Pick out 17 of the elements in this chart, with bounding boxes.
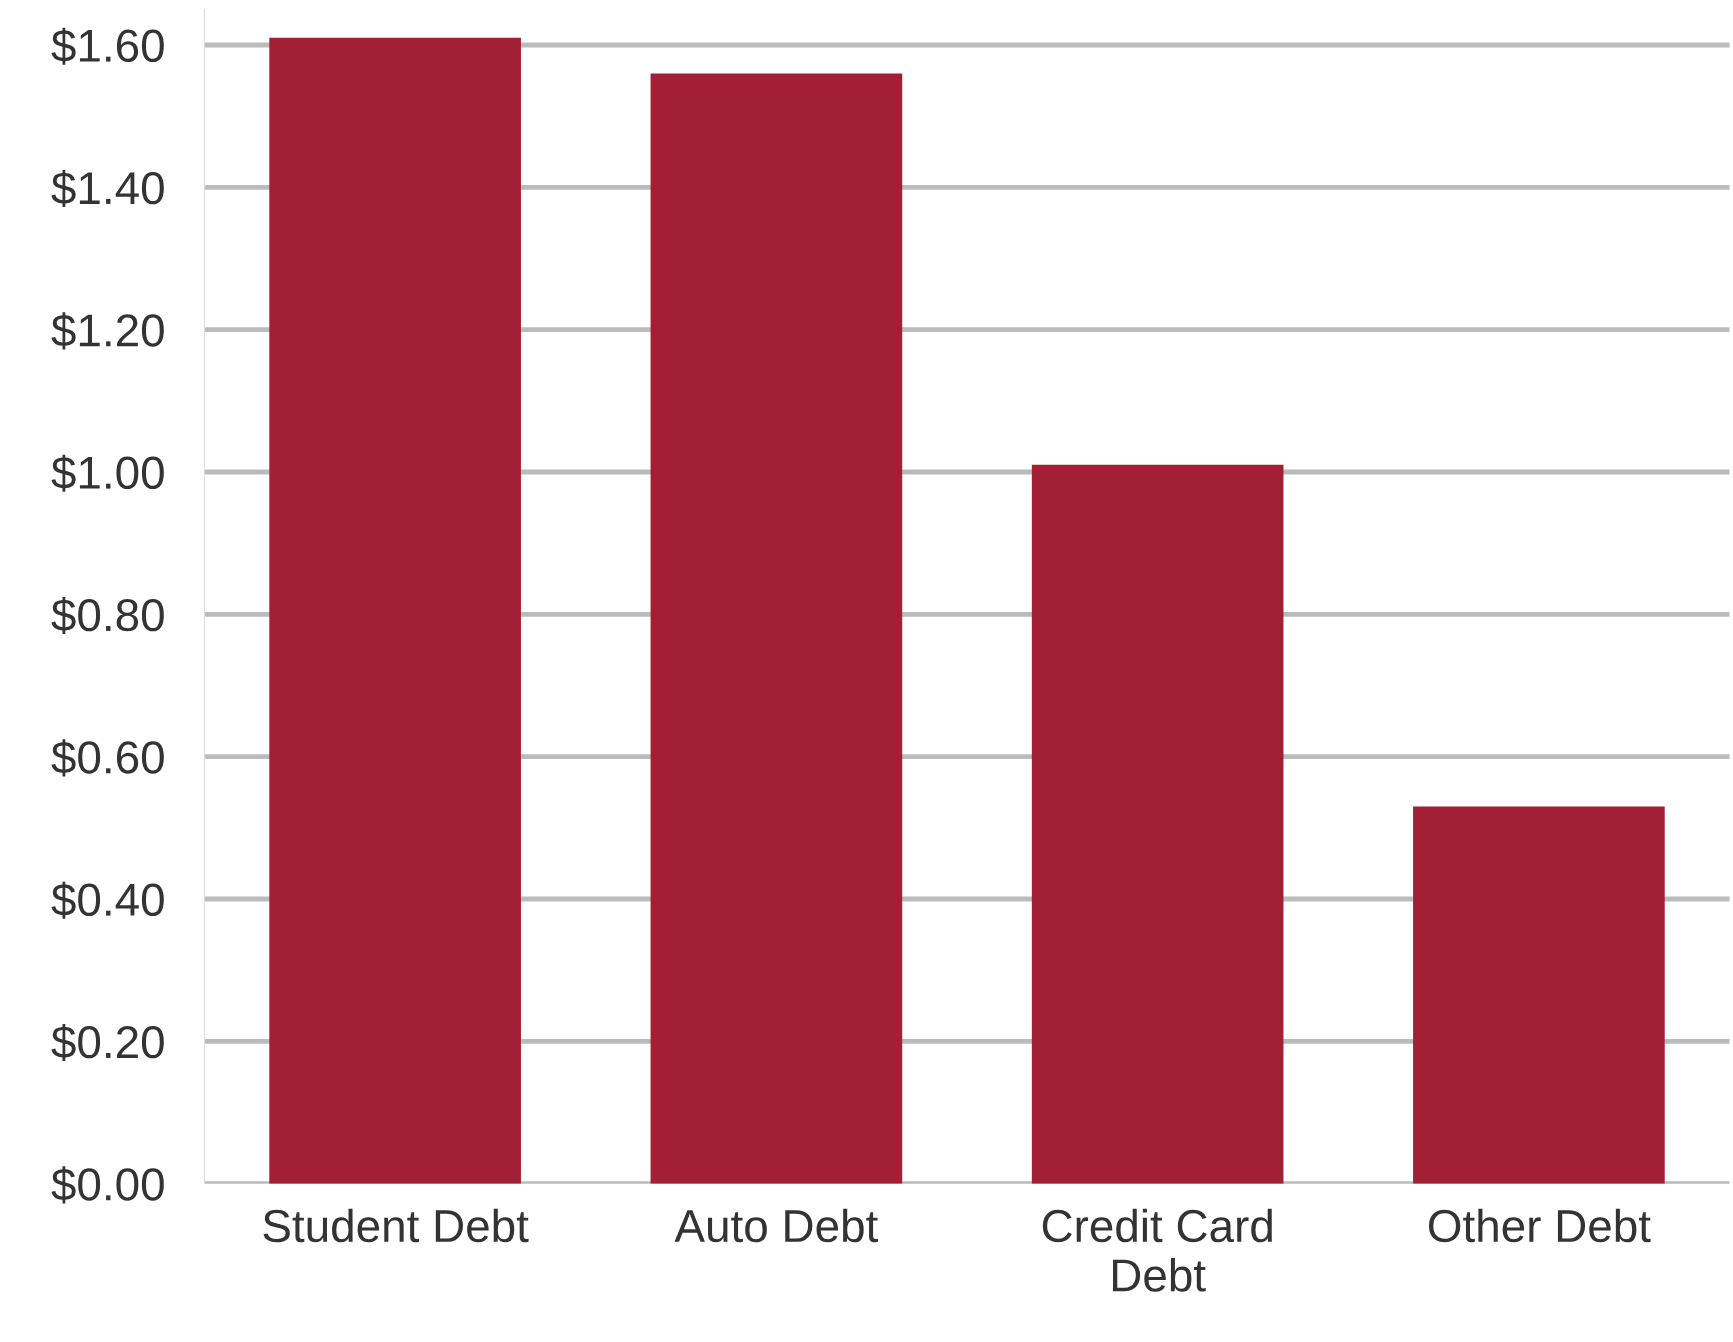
y-tick-label: $1.00: [51, 454, 164, 492]
x-tick-label: Auto Debt: [674, 1208, 878, 1243]
y-tick-label: $0.20: [51, 1023, 164, 1062]
x-tick-label: Other Debt: [1428, 1208, 1651, 1243]
y-tick-label: $0.60: [51, 739, 164, 777]
y-tick-label: $1.40: [51, 169, 164, 208]
y-tick-label: $1.20: [51, 312, 164, 350]
y-tick-label: $1.60: [51, 27, 164, 65]
bar: [269, 37, 521, 1184]
y-tick-label: $0.80: [51, 596, 164, 635]
y-tick-label: $0.00: [51, 1166, 164, 1204]
bar: [1031, 464, 1284, 1184]
x-tick-label: Student Debt: [263, 1208, 529, 1243]
bar: [1413, 806, 1665, 1184]
x-tick-label: Credit Card Debt: [1042, 1208, 1272, 1292]
y-tick-label: $0.40: [51, 881, 164, 919]
bar: [650, 73, 903, 1184]
